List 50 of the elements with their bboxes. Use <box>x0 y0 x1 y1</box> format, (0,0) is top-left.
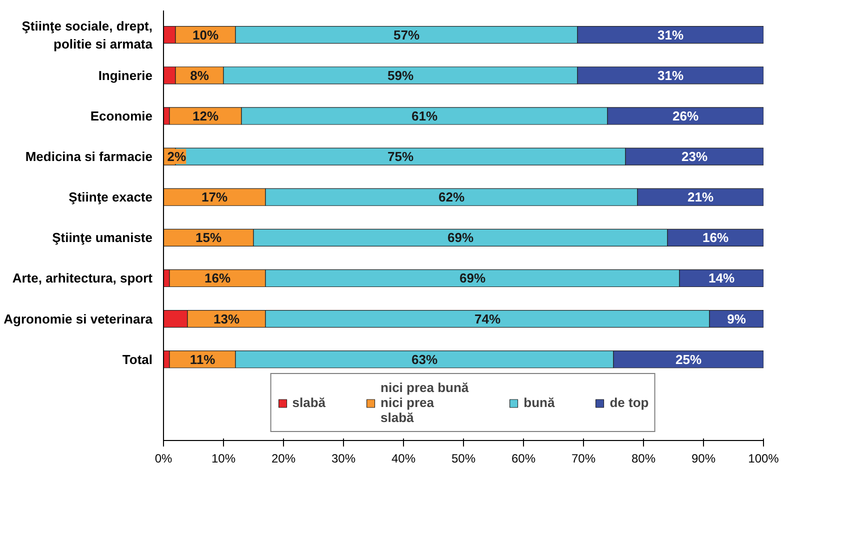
x-tick-label: 60% <box>511 452 536 466</box>
data-label: 57% <box>393 27 420 42</box>
data-label: 16% <box>204 270 231 286</box>
y-tick-label: Economie <box>90 108 152 124</box>
data-label: 9% <box>727 311 746 326</box>
data-label: 31% <box>657 68 684 83</box>
data-label: 10% <box>192 27 219 42</box>
x-tick-label: 90% <box>691 452 716 466</box>
data-label: 11% <box>190 352 216 367</box>
y-tick-label: Ştiinţe umaniste <box>52 230 153 246</box>
data-label: 63% <box>411 352 438 367</box>
y-tick-label: Ştiinţe exacte <box>68 190 153 205</box>
data-label: 59% <box>387 68 414 83</box>
data-label: 16% <box>702 230 729 246</box>
y-tick-label: Agronomie si veterinara <box>4 311 154 326</box>
x-tick-label: 80% <box>631 452 656 466</box>
x-tick-label: 0% <box>154 452 172 466</box>
data-label: 61% <box>411 108 438 124</box>
data-label: 62% <box>438 190 465 205</box>
y-tick-label: Inginerie <box>98 68 153 83</box>
y-tick-label: Medicina si farmacie <box>25 149 153 164</box>
x-tick-label: 40% <box>391 452 416 466</box>
data-label: 69% <box>447 230 474 246</box>
x-tick-label: 50% <box>451 452 476 466</box>
x-tick-label: 70% <box>571 452 596 466</box>
y-tick-label: Ştiinţe sociale, drept, politie si armata <box>22 18 154 52</box>
data-label: 17% <box>201 190 228 205</box>
data-label: 25% <box>675 352 702 367</box>
data-label: 14% <box>708 270 735 286</box>
y-tick-label: Arte, arhitectura, sport <box>12 270 154 286</box>
y-tick-label: Total <box>122 352 153 367</box>
data-label: 21% <box>687 190 714 205</box>
data-label: 23% <box>681 149 708 164</box>
data-label: 75% <box>387 149 414 164</box>
x-tick-label: 100% <box>748 452 780 466</box>
data-label: 69% <box>459 270 486 286</box>
data-label: 74% <box>474 311 501 326</box>
data-label: 13% <box>213 311 240 326</box>
legend-label: nici prea bună nici prea slabă <box>380 380 469 425</box>
x-tick-label: 10% <box>211 452 236 466</box>
x-tick-label: 20% <box>271 452 296 466</box>
legend-label: de top <box>610 395 649 410</box>
data-label: 12% <box>192 108 219 124</box>
legend-label: slabă <box>292 395 326 410</box>
data-label: 15% <box>195 230 222 246</box>
data-label: 8% <box>190 68 210 83</box>
x-tick-label: 30% <box>331 452 356 466</box>
legend-label: bună <box>524 395 555 410</box>
data-label: 26% <box>672 108 699 124</box>
data-label: 31% <box>657 27 684 42</box>
